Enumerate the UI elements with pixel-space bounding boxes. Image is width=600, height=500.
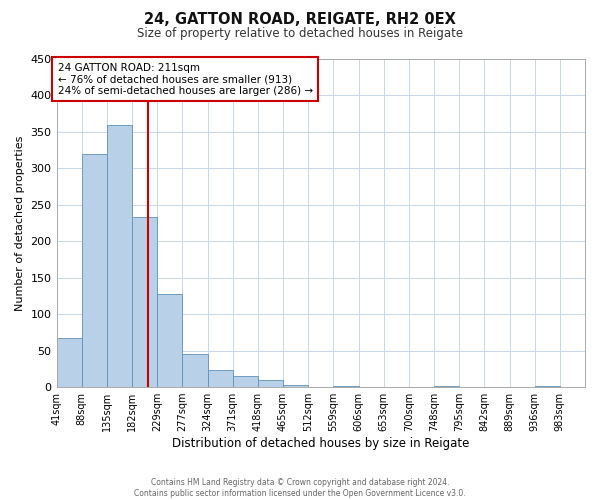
Bar (283, 385, 308, 387)
Text: 24, GATTON ROAD, REIGATE, RH2 0EX: 24, GATTON ROAD, REIGATE, RH2 0EX (144, 12, 456, 28)
Bar (233, 376, 258, 387)
Text: Contains HM Land Registry data © Crown copyright and database right 2024.
Contai: Contains HM Land Registry data © Crown c… (134, 478, 466, 498)
Bar (157, 294, 182, 387)
Bar (334, 386, 359, 387)
Y-axis label: Number of detached properties: Number of detached properties (15, 136, 25, 310)
Bar (182, 354, 208, 387)
Bar (535, 386, 560, 387)
Bar (132, 217, 157, 387)
Bar (82, 154, 107, 387)
Text: Size of property relative to detached houses in Reigate: Size of property relative to detached ho… (137, 28, 463, 40)
Bar (107, 124, 132, 387)
Bar (56, 338, 82, 387)
X-axis label: Distribution of detached houses by size in Reigate: Distribution of detached houses by size … (172, 437, 469, 450)
Bar (208, 370, 233, 387)
Text: 24 GATTON ROAD: 211sqm
← 76% of detached houses are smaller (913)
24% of semi-de: 24 GATTON ROAD: 211sqm ← 76% of detached… (58, 62, 313, 96)
Bar (258, 380, 283, 387)
Bar (434, 386, 459, 387)
